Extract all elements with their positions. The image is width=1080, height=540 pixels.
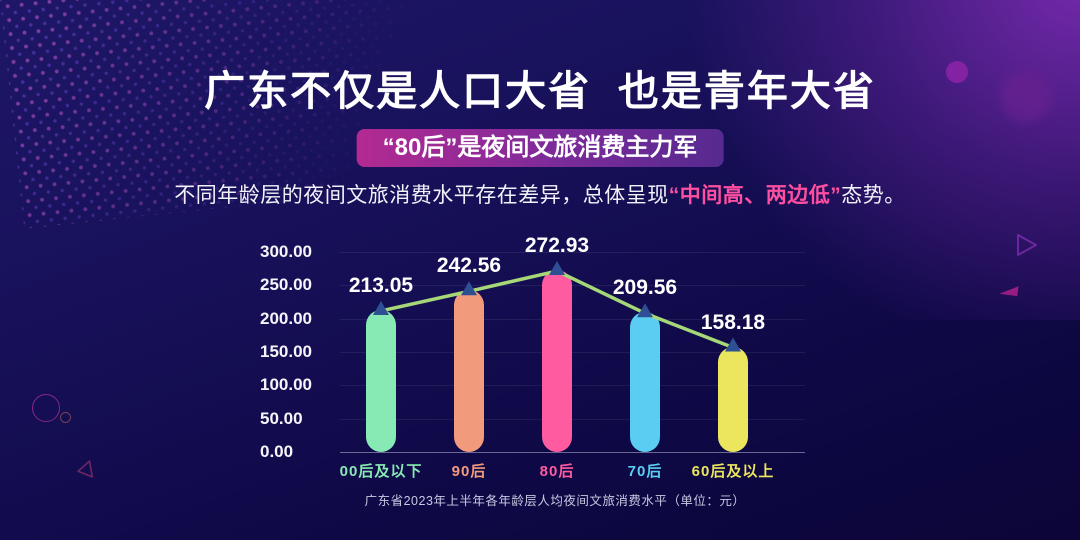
y-axis-tick-label: 150.00 xyxy=(260,342,312,361)
chart-bar xyxy=(542,270,572,452)
triangle-outline-icon xyxy=(77,460,94,478)
x-axis-category-label: 80后 xyxy=(539,463,575,480)
x-axis-category-label: 00后及以下 xyxy=(339,463,423,480)
chart-bar xyxy=(366,309,396,452)
small-triangle-icon xyxy=(999,286,1019,297)
y-axis-tick-label: 250.00 xyxy=(260,275,312,295)
x-axis-category-label: 90后 xyxy=(451,463,487,480)
y-axis-tick-label: 200.00 xyxy=(260,308,312,328)
subtitle-highlight: “中间高、两边低” xyxy=(668,184,842,207)
highlight-badge: “80后”是夜间文旅消费主力军 xyxy=(356,129,724,167)
bar-value-label: 158.18 xyxy=(700,310,766,334)
x-axis-category-label: 60后及以上 xyxy=(691,463,775,480)
subtitle: 不同年龄层的夜间文旅消费水平存在差异，总体呈现“中间高、两边低”态势。 xyxy=(0,179,1080,209)
y-axis-tick-label: 300.00 xyxy=(260,242,312,261)
chart-bar xyxy=(630,312,660,452)
subtitle-suffix: 态势。 xyxy=(841,184,906,207)
decorative-ring xyxy=(32,394,60,422)
chart-caption: 广东省2023年上半年各年龄层人均夜间文旅消费水平（单位：元） xyxy=(364,494,746,508)
gridline xyxy=(340,418,805,420)
y-axis-tick-label: 50.00 xyxy=(260,408,303,428)
y-axis-tick-label: 0.00 xyxy=(260,442,294,461)
bar-value-label: 272.93 xyxy=(524,234,590,258)
y-axis-tick-label: 100.00 xyxy=(260,375,312,395)
gridline xyxy=(340,385,805,387)
decorative-ring xyxy=(60,412,71,423)
bar-value-label: 209.56 xyxy=(612,276,678,300)
chart-bar xyxy=(454,290,484,452)
page-title: 广东不仅是人口大省 也是青年大省 xyxy=(204,68,876,114)
gridline xyxy=(340,252,805,253)
bar-chart: 300.00 250.00 200.00 150.00 100.00 50.00 0.00 2… xyxy=(250,234,830,492)
chart-bar xyxy=(718,346,748,452)
x-axis-category-label: 70后 xyxy=(627,463,663,480)
subtitle-prefix: 不同年龄层的夜间文旅消费水平存在差异，总体呈现 xyxy=(174,184,669,207)
x-axis-line xyxy=(340,452,805,453)
play-triangle-icon xyxy=(1017,234,1037,256)
gridline xyxy=(340,352,805,353)
